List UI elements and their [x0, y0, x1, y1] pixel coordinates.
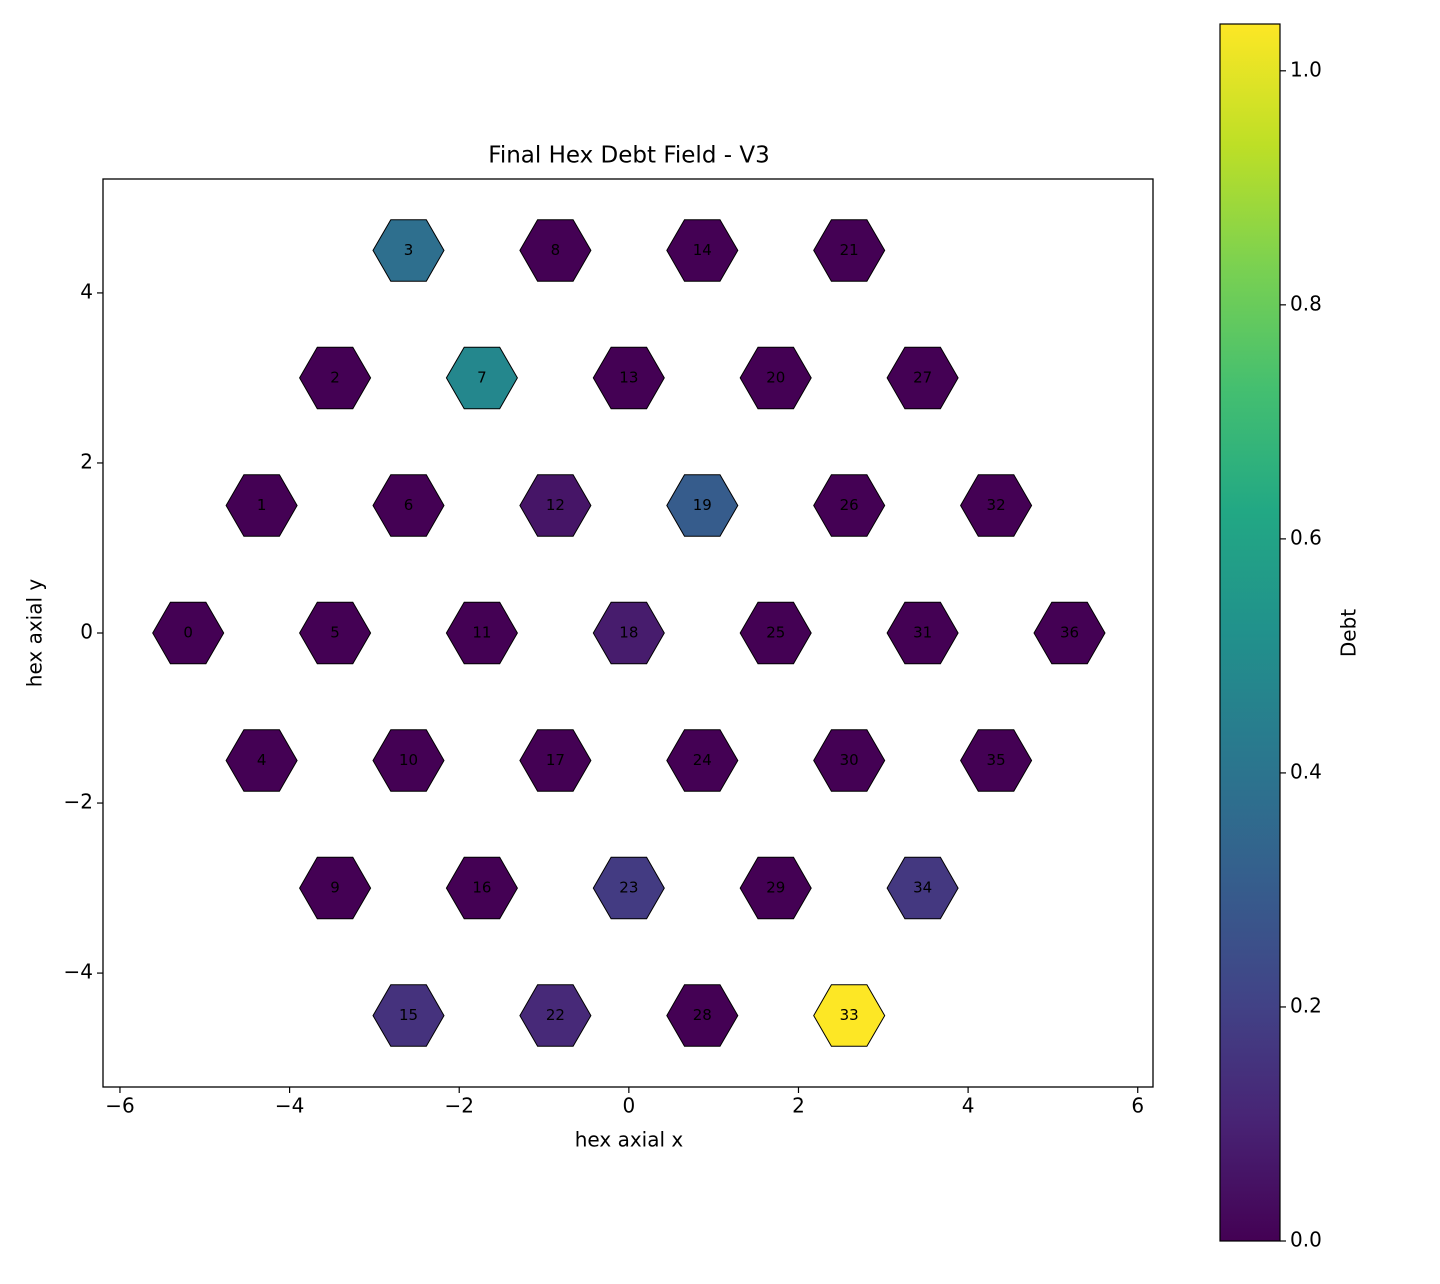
hex-cell: [519, 729, 592, 792]
chart-title: Final Hex Debt Field - V3: [488, 143, 769, 169]
hex-cell: [519, 474, 592, 537]
y-tick-label: 0: [80, 620, 93, 644]
hex-cell: [592, 601, 665, 665]
colorbar-label: Debt: [1337, 609, 1361, 657]
hex-cell: [1033, 601, 1106, 665]
hex-id: 17: [546, 751, 565, 769]
hex-cell: [299, 601, 372, 665]
hex-id: 18: [619, 624, 638, 642]
hex-id: 33: [840, 1006, 859, 1024]
hex-id: 9: [330, 879, 340, 897]
hex-cell: [372, 474, 445, 537]
hex-id: 3: [404, 241, 414, 259]
hex-id: 20: [766, 368, 785, 386]
hex-id: 34: [913, 879, 932, 897]
y-tick-label: −4: [64, 960, 93, 984]
hex-id: 16: [472, 879, 491, 897]
hex-cell: [813, 219, 886, 282]
hex-id: 1: [257, 496, 267, 514]
hex-id: 6: [404, 496, 414, 514]
y-axis-label: hex axial y: [23, 579, 47, 688]
hex-id: 7: [477, 368, 487, 386]
hex-id: 26: [840, 496, 859, 514]
hex-cell: [886, 601, 959, 665]
hex-cell: [666, 729, 739, 792]
hex-id: 36: [1060, 624, 1079, 642]
hex-id: 14: [693, 241, 712, 259]
hex-id: 11: [472, 624, 491, 642]
hex-id: 25: [766, 624, 785, 642]
hex-cell: [445, 601, 518, 665]
hex-id: 22: [546, 1006, 565, 1024]
hex-id: 28: [693, 1006, 712, 1024]
hex-cell: [372, 219, 445, 282]
hex-cell: [886, 856, 959, 920]
y-tick-label: −2: [64, 790, 93, 814]
hex-id: 5: [330, 624, 340, 642]
hex-id: 0: [183, 624, 193, 642]
hex-cell: [445, 856, 518, 920]
hex-cell: [739, 856, 812, 920]
hex-id: 8: [551, 241, 561, 259]
hex-id: 31: [913, 624, 932, 642]
x-axis-label: hex axial x: [575, 1128, 684, 1152]
hex-cell: [886, 346, 959, 410]
hex-cell: [519, 984, 592, 1047]
hex-cell: [299, 346, 372, 410]
x-tick-label: 0: [622, 1094, 635, 1118]
hex-cell: [592, 346, 665, 410]
y-tick-label: 2: [80, 449, 93, 473]
hex-id: 29: [766, 879, 785, 897]
hex-id: 30: [840, 751, 859, 769]
hex-cell: [813, 474, 886, 537]
hex-cell: [739, 346, 812, 410]
hex-id: 35: [987, 751, 1006, 769]
hex-cell: [739, 601, 812, 665]
hex-cell: [813, 729, 886, 792]
colorbar: [1219, 23, 1281, 1242]
colorbar-tick-label: 0.0: [1290, 1228, 1322, 1252]
hex-cell: [592, 856, 665, 920]
x-tick-label: −6: [105, 1094, 134, 1118]
hex-id: 27: [913, 368, 932, 386]
colorbar-tick-label: 0.8: [1290, 291, 1322, 315]
hex-cell: [960, 474, 1033, 537]
hex-id: 2: [330, 368, 340, 386]
hex-id: 13: [619, 368, 638, 386]
colorbar-tick-label: 1.0: [1290, 57, 1322, 81]
hex-cell: [666, 219, 739, 282]
hex-cell: [519, 219, 592, 282]
colorbar-tick-label: 0.2: [1290, 993, 1322, 1017]
hex-id: 12: [546, 496, 565, 514]
hex-cell: [813, 984, 886, 1047]
x-tick-label: −2: [444, 1094, 473, 1118]
hex-id: 15: [399, 1006, 418, 1024]
hex-id: 19: [693, 496, 712, 514]
hex-id: 24: [693, 751, 712, 769]
x-tick-label: 4: [962, 1094, 975, 1118]
hex-cell: [445, 346, 518, 410]
hex-cell: [225, 729, 298, 792]
hex-cell: [152, 601, 225, 665]
hex-cell: [372, 729, 445, 792]
hex-id: 23: [619, 879, 638, 897]
hex-cell: [960, 729, 1033, 792]
x-tick-label: −4: [275, 1094, 304, 1118]
hex-cell: [666, 474, 739, 537]
hex-id: 21: [840, 241, 859, 259]
hex-id: 10: [399, 751, 418, 769]
y-tick-label: 4: [80, 279, 93, 303]
hex-cell: [372, 984, 445, 1047]
hex-cell: [225, 474, 298, 537]
hex-id: 4: [257, 751, 267, 769]
x-tick-label: 2: [792, 1094, 805, 1118]
hex-cell: [666, 984, 739, 1047]
colorbar-tick-label: 0.4: [1290, 759, 1322, 783]
colorbar-tick-label: 0.6: [1290, 525, 1322, 549]
hex-cell: [299, 856, 372, 920]
x-tick-label: 6: [1131, 1094, 1144, 1118]
hex-id: 32: [987, 496, 1006, 514]
